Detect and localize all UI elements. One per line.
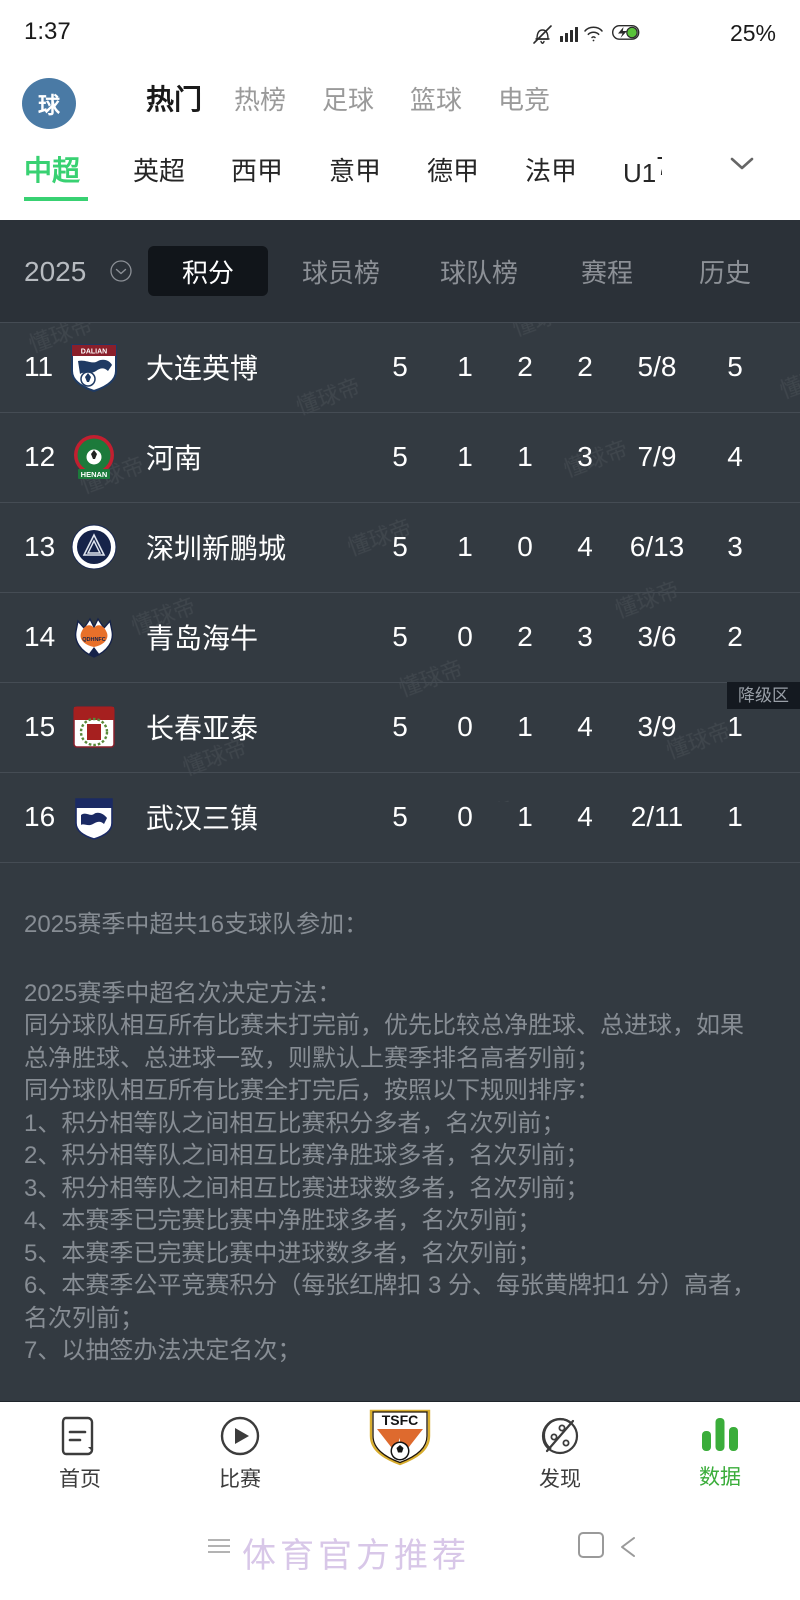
svg-text:QDHNFC: QDHNFC <box>82 637 106 643</box>
svg-text:TSFC: TSFC <box>382 1412 419 1428</box>
svg-text:DALIAN: DALIAN <box>81 349 107 356</box>
svg-text:HENAN: HENAN <box>81 470 108 479</box>
